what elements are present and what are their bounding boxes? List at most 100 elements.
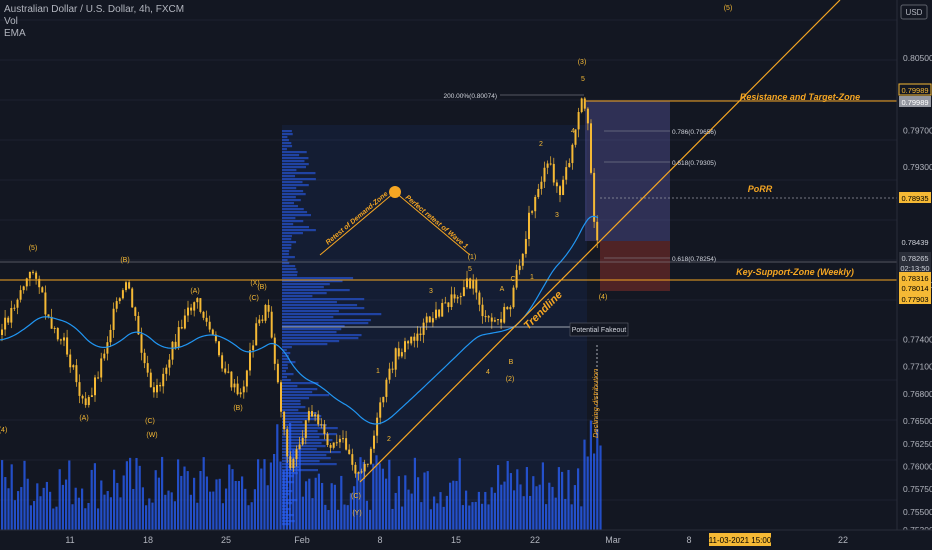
profile-bar — [282, 421, 303, 424]
candle-body — [531, 211, 534, 213]
candle-body — [394, 348, 397, 370]
candle-body — [171, 341, 174, 360]
price-badge-label: 0.79989 — [901, 98, 928, 107]
volume-bar — [353, 486, 356, 530]
candle-body — [183, 315, 186, 329]
wave-label: (2) — [506, 376, 515, 383]
volume-bar — [519, 484, 522, 530]
volume-bar — [509, 473, 512, 530]
profile-bar — [282, 184, 309, 187]
profile-bar — [282, 190, 304, 193]
candle-body — [168, 359, 171, 368]
volume-bar — [493, 492, 496, 530]
candle-body — [329, 445, 332, 448]
profile-bar — [282, 241, 297, 244]
profile-bar — [282, 247, 292, 250]
wave-label: (B) — [233, 405, 242, 412]
volume-bar — [231, 469, 234, 530]
wave-label: (W) — [146, 432, 157, 439]
volume-bar — [292, 449, 295, 530]
candles — [1, 96, 599, 481]
volume-bar — [301, 496, 304, 530]
candle-body — [438, 309, 441, 317]
volume-bar — [375, 455, 378, 530]
volume-bar — [151, 502, 154, 530]
candle-body — [174, 341, 177, 348]
candle-body — [159, 385, 162, 387]
profile-bar — [282, 403, 301, 406]
profile-bar — [282, 478, 288, 481]
candle-body — [490, 317, 493, 322]
volume-bar — [212, 491, 215, 530]
profile-bar — [282, 130, 292, 133]
fib-label: 0.618(0.79305) — [672, 160, 716, 167]
candle-body — [50, 316, 53, 329]
candle-body — [500, 319, 503, 323]
volume-bar — [436, 503, 439, 530]
wave-label: (C) — [145, 418, 155, 425]
volume-bar — [282, 470, 285, 530]
volume-bar — [442, 506, 445, 530]
volume-bar — [401, 506, 404, 530]
volume-bar — [394, 492, 397, 530]
candle-body — [109, 329, 112, 343]
profile-bar — [282, 385, 298, 388]
ema-indicator-label[interactable]: EMA — [4, 28, 26, 39]
volume-bar — [481, 503, 484, 530]
price-tick-label: 0.77400 — [903, 334, 932, 344]
volume-bar — [154, 470, 157, 530]
volume-bar — [349, 493, 352, 530]
price-badge — [899, 272, 931, 283]
profile-bar — [282, 325, 345, 328]
volume-bar — [586, 456, 589, 530]
wave-label: (C) — [351, 493, 361, 500]
candle-body — [540, 181, 543, 189]
price-tick-label: 0.76500 — [903, 416, 932, 426]
price-tick-label: 0.76000 — [903, 461, 932, 471]
candle-body — [320, 424, 323, 426]
volume-bar — [378, 463, 381, 530]
volume-bar — [420, 502, 423, 530]
candle-body — [10, 307, 13, 323]
candle-body — [214, 334, 217, 342]
volume-bar — [321, 482, 324, 530]
profile-bar — [282, 280, 343, 283]
time-tick-label: 11 — [65, 535, 74, 545]
profile-bar — [282, 316, 334, 319]
candle-body — [506, 306, 509, 310]
profile-bar — [282, 340, 340, 343]
price-axis[interactable]: 0.805000.797000.793000.780000.774000.771… — [896, 0, 932, 535]
volume-bar — [497, 465, 500, 530]
volume-bar — [317, 473, 320, 530]
wave-label: (B) — [120, 257, 129, 264]
volume-bar — [247, 505, 250, 530]
volume-bar — [7, 488, 10, 530]
candle-body — [524, 238, 527, 254]
volume-bar — [429, 509, 432, 530]
candle-body — [63, 337, 65, 341]
candle-body — [407, 341, 410, 344]
symbol-title[interactable]: Australian Dollar / U.S. Dollar, 4h, FXC… — [4, 4, 185, 15]
volume-bar — [135, 457, 138, 530]
wave-label: (X) — [250, 280, 259, 287]
volume-bar — [87, 503, 90, 530]
price-badge-label: 0.79989 — [901, 86, 928, 95]
volume-bar — [333, 484, 336, 530]
profile-bar — [282, 160, 305, 163]
volume-bar — [535, 486, 538, 530]
volume-bar — [337, 509, 340, 530]
candle-body — [261, 319, 264, 321]
vol-indicator-label[interactable]: Vol — [4, 16, 18, 27]
volume-bar — [340, 475, 343, 530]
profile-bar — [282, 361, 296, 364]
time-axis[interactable]: 111825Feb81522Mar8152211-03-2021 15:00 — [0, 529, 932, 550]
candle-body — [521, 253, 524, 266]
price-tick-label: 0.80500 — [903, 53, 932, 63]
volume-bar — [461, 505, 464, 530]
volume-bar — [359, 457, 362, 530]
candle-body — [94, 377, 96, 396]
profile-bar — [282, 433, 337, 436]
volume-bar — [452, 480, 455, 530]
price-badge-label: 02:13:50 — [900, 264, 929, 273]
